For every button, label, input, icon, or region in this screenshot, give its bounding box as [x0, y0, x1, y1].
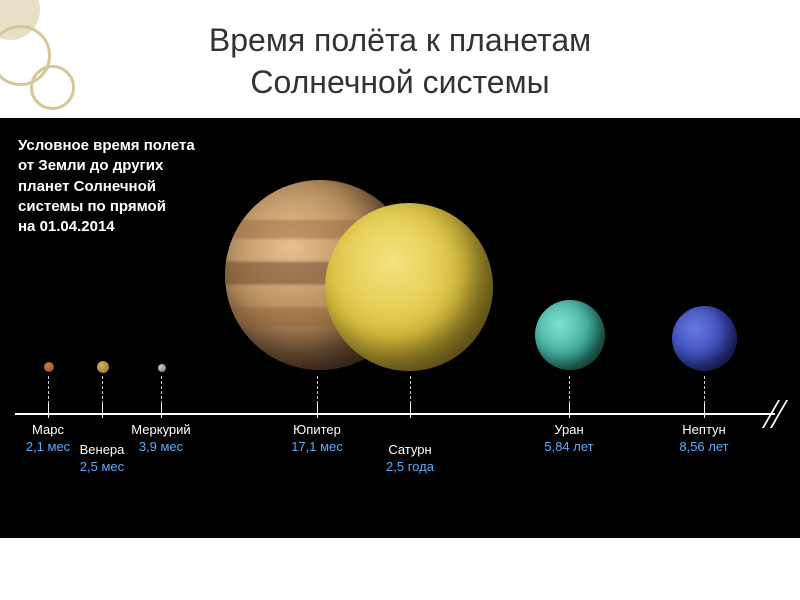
neptune-name: Нептун	[682, 422, 725, 437]
venus-marker: Венера 2,5 мес	[82, 376, 122, 474]
venus-planet-icon	[97, 361, 109, 373]
mercury-time: 3,9 мес	[139, 439, 183, 454]
jupiter-time: 17,1 мес	[291, 439, 343, 454]
tick-dashed	[704, 376, 705, 404]
saturn-planet-icon	[325, 203, 493, 371]
neptune-planet-icon	[672, 306, 737, 371]
uranus-marker: Уран 5,84 лет	[544, 376, 594, 454]
tick-solid	[48, 404, 49, 418]
saturn-time: 2,5 года	[386, 459, 434, 474]
desc-line-5: на 01.04.2014	[18, 218, 115, 235]
mars-marker: Марс 2,1 мес	[28, 376, 68, 454]
title-container: Время полёта к планетам Солнечной систем…	[0, 0, 800, 113]
neptune-marker: Нептун 8,56 лет	[676, 376, 732, 454]
saturn-marker: Сатурн 2,5 года	[383, 376, 437, 474]
tick-dashed	[317, 376, 318, 404]
tick-dashed	[569, 376, 570, 404]
page-title: Время полёта к планетам Солнечной систем…	[0, 20, 800, 103]
tick-solid	[569, 404, 570, 418]
tick-solid	[704, 404, 705, 418]
neptune-time: 8,56 лет	[679, 439, 728, 454]
tick-dashed	[48, 376, 49, 404]
jupiter-marker: Юпитер 17,1 мес	[289, 376, 345, 454]
title-line-1: Время полёта к планетам	[209, 22, 591, 58]
jupiter-name: Юпитер	[293, 422, 341, 437]
desc-line-2: от Земли до других	[18, 157, 163, 174]
saturn-label-group: Сатурн 2,5 года	[386, 438, 434, 474]
tick-solid	[317, 404, 318, 418]
title-line-2: Солнечной системы	[250, 64, 549, 100]
saturn-name: Сатурн	[386, 442, 434, 457]
mercury-name: Меркурий	[131, 422, 190, 437]
mars-name: Марс	[32, 422, 64, 437]
venus-label-group: Венера 2,5 мес	[80, 438, 125, 474]
mercury-marker: Меркурий 3,9 мес	[131, 376, 191, 454]
venus-name: Венера	[80, 442, 125, 457]
desc-line-4: системы по прямой	[18, 198, 166, 215]
tick-dashed	[410, 376, 411, 404]
diagram-description: Условное время полета от Земли до других…	[18, 136, 248, 237]
tick-solid	[410, 404, 411, 418]
tick-solid	[161, 404, 162, 418]
uranus-planet-icon	[535, 300, 605, 370]
mercury-planet-icon	[158, 364, 166, 372]
tick-dashed	[161, 376, 162, 404]
uranus-name: Уран	[554, 422, 583, 437]
mars-planet-icon	[44, 362, 54, 372]
solar-system-diagram: Условное время полета от Земли до других…	[0, 118, 800, 538]
uranus-time: 5,84 лет	[544, 439, 593, 454]
tick-dashed	[102, 376, 103, 404]
mars-time: 2,1 мес	[26, 439, 70, 454]
venus-time: 2,5 мес	[80, 459, 125, 474]
desc-line-3: планет Солнечной	[18, 178, 156, 195]
tick-solid	[102, 404, 103, 418]
desc-line-1: Условное время полета	[18, 137, 195, 154]
corner-decoration	[0, 0, 90, 130]
